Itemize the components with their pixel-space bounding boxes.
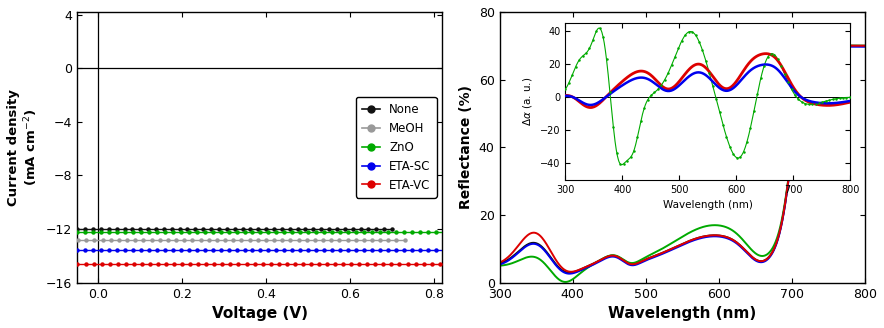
X-axis label: Wavelength (nm): Wavelength (nm) (608, 306, 757, 321)
Y-axis label: Reflectance (%): Reflectance (%) (459, 85, 473, 209)
Y-axis label: Current density
(mA cm$^{-2}$): Current density (mA cm$^{-2}$) (7, 89, 41, 206)
Legend: None, MeOH, ZnO, ETA-SC, ETA-VC: None, MeOH, ZnO, ETA-SC, ETA-VC (356, 97, 437, 197)
X-axis label: Voltage (V): Voltage (V) (212, 306, 308, 321)
